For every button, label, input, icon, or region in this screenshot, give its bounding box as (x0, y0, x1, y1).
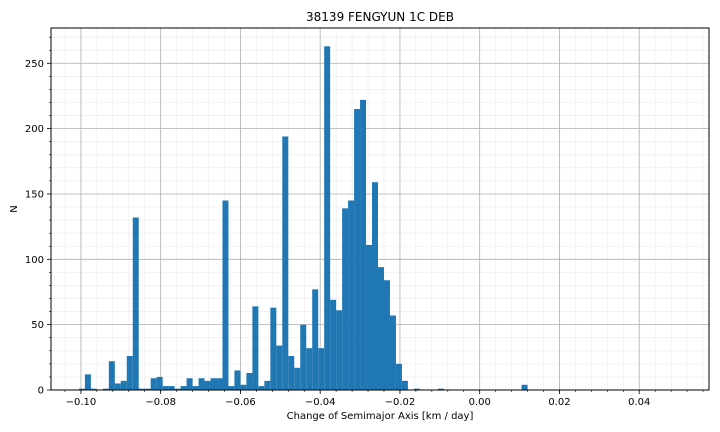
histogram-bar (114, 383, 121, 390)
histogram-bar (240, 384, 247, 390)
histogram-bar (84, 374, 91, 390)
histogram-bar (383, 280, 390, 390)
histogram-bar (282, 136, 289, 390)
histogram-bar (120, 380, 127, 390)
histogram-bar (252, 306, 259, 390)
plot-frame (50, 27, 710, 391)
histogram-bar (210, 378, 217, 390)
x-tick-label: −0.02 (385, 397, 416, 408)
histogram-bar (150, 378, 157, 390)
x-tick-label: 0.02 (548, 397, 570, 408)
histogram-bar (246, 373, 253, 390)
histogram-bar (132, 217, 139, 390)
histogram-bar (395, 363, 402, 390)
histogram-bar (234, 370, 241, 390)
chart-title: 38139 FENGYUN 1C DEB (306, 10, 454, 24)
histogram-bar (222, 200, 229, 390)
histogram-bar (270, 307, 277, 390)
histogram-bar (192, 386, 199, 390)
histogram-bar (78, 388, 85, 390)
histogram-bar (198, 378, 205, 390)
histogram-bar (174, 388, 181, 390)
histogram-bar (168, 386, 175, 390)
y-axis-label: N (9, 205, 20, 212)
histogram-bar (366, 244, 373, 390)
histogram-bar (144, 388, 151, 390)
histogram-bar (138, 388, 145, 390)
histogram-bar (294, 367, 301, 390)
histogram-bar (258, 386, 265, 390)
y-tick-label: 0 (38, 386, 44, 397)
y-tick-label: 100 (25, 255, 44, 266)
x-tick-label: −0.08 (145, 397, 176, 408)
histogram-bar (312, 289, 319, 390)
histogram-bar (437, 388, 444, 390)
histogram-bar (521, 384, 528, 390)
histogram-bar (401, 380, 408, 390)
histogram-bar (354, 109, 361, 390)
histogram-bar (330, 299, 337, 390)
x-tick-label: 0.00 (469, 397, 491, 408)
histogram-bar (300, 324, 307, 390)
y-tick-label: 200 (25, 124, 44, 135)
histogram-bar (216, 378, 223, 390)
y-tick-label: 50 (31, 320, 44, 331)
histogram-bar (348, 200, 355, 390)
histogram-bar (264, 380, 271, 390)
histogram-bar (276, 345, 283, 390)
x-tick-label: −0.06 (225, 397, 256, 408)
histogram-bar (180, 386, 187, 390)
x-tick-label: 0.04 (628, 397, 650, 408)
histogram-bars (78, 46, 528, 391)
histogram-bar (186, 378, 193, 390)
y-tick-label: 150 (25, 189, 44, 200)
histogram-bar (108, 361, 115, 390)
x-axis-label: Change of Semimajor Axis [km / day] (287, 411, 474, 422)
histogram-bar (342, 208, 349, 390)
histogram-bar (413, 388, 420, 390)
x-tick-label: −0.04 (305, 397, 336, 408)
y-tick-label: 250 (25, 59, 44, 70)
histogram-bar (102, 388, 109, 390)
x-axis-ticks: −0.10 −0.08 −0.06 −0.04 −0.02 0.00 0.02 0.04 (64, 390, 704, 408)
histogram-bar (156, 376, 163, 390)
histogram-bar (336, 310, 343, 390)
histogram-bar (318, 348, 325, 390)
histogram-bar (90, 388, 97, 390)
histogram-bar (126, 356, 133, 390)
histogram-bar (324, 46, 331, 391)
histogram-bar (378, 267, 384, 390)
histogram-bar (360, 99, 367, 390)
histogram-bar (306, 348, 313, 390)
x-tick-label: −0.10 (66, 397, 97, 408)
histogram-bar (372, 182, 379, 390)
histogram-bar (228, 386, 235, 390)
y-axis-ticks: 0 50 100 150 200 250 (25, 36, 51, 397)
histogram-bar (288, 356, 295, 390)
histogram-bar (162, 386, 169, 390)
histogram-bar (389, 315, 396, 390)
histogram-bar (204, 380, 211, 390)
